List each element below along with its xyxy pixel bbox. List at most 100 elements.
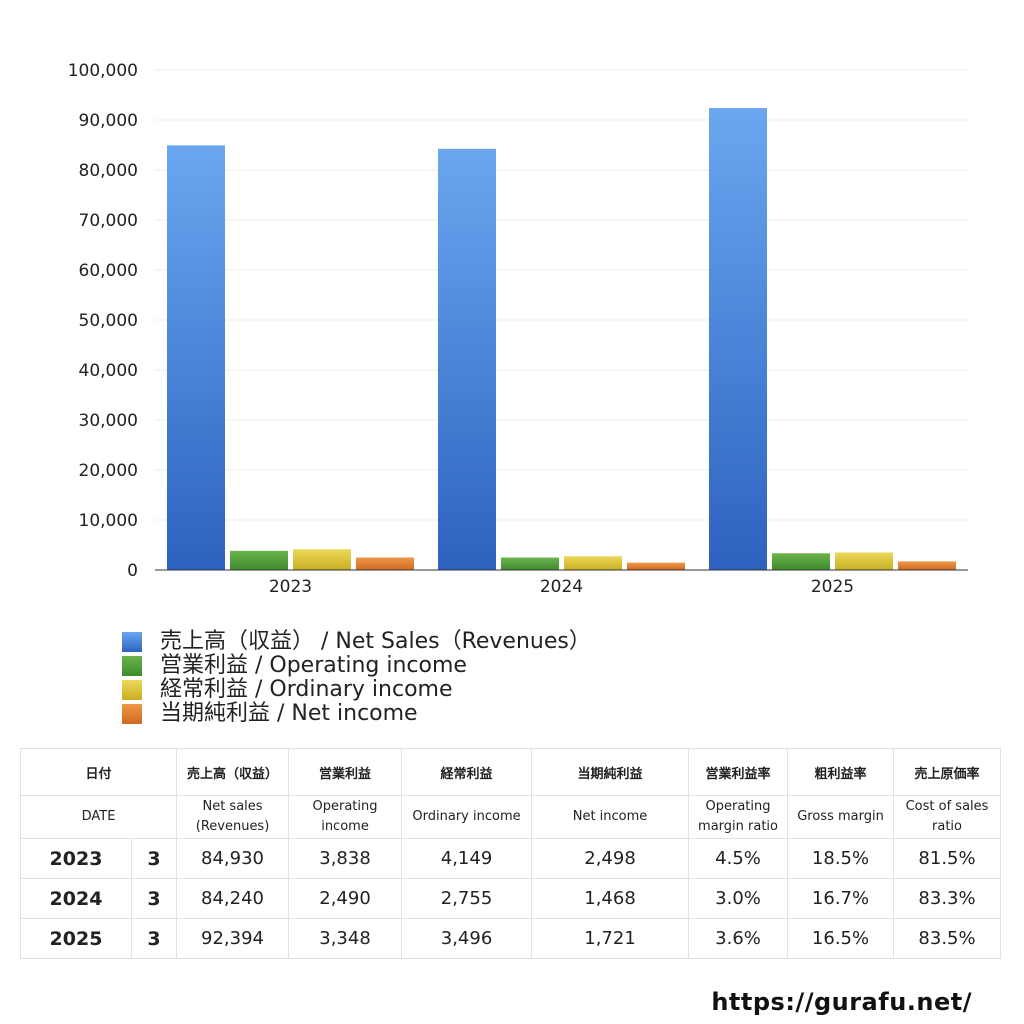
- cell-net-income: 1,468: [531, 878, 690, 919]
- th-date-jp: 日付: [19, 748, 178, 796]
- th-gross-margin-en-l1: Gross margin: [797, 809, 884, 824]
- cell-ordinary-income: 2,755: [401, 878, 533, 919]
- legend-swatch-operating-income: [122, 656, 142, 676]
- th-operating-income-en-l1: Operating: [312, 799, 378, 814]
- cell-cost-ratio: 81.5%: [893, 838, 1002, 879]
- x-category-label: 2023: [269, 577, 312, 597]
- th-net-sales-en-l1: Net sales: [202, 799, 263, 814]
- cell-net-sales: 84,930: [176, 838, 290, 879]
- th-ordinary-income-en: Ordinary income: [401, 795, 533, 839]
- cell-month: 3: [130, 918, 178, 959]
- bar-net-income-2025: [898, 561, 956, 570]
- legend-swatch-net-sales: [122, 632, 142, 652]
- table-row: 2024 3 84,240 2,490 2,755 1,468 3.0% 16.…: [20, 878, 1002, 919]
- bar-ordinary-income-2023: [293, 549, 351, 570]
- site-url: https://gurafu.net/: [711, 988, 972, 1016]
- y-tick-label: 0: [127, 561, 138, 581]
- bar-net-sales-2025: [709, 108, 767, 570]
- y-axis-ticks: 0 10,000 20,000 30,000 40,000 50,000 60,000 70,…: [68, 61, 138, 581]
- bar-operating-income-2024: [501, 557, 559, 570]
- legend-swatch-net-income: [122, 704, 142, 724]
- bar-chart: 0 10,000 20,000 30,000 40,000 50,000 60,000 70,…: [68, 61, 968, 597]
- th-operating-margin-en-l2: margin ratio: [698, 819, 778, 834]
- bar-net-sales-2024: [438, 148, 496, 571]
- cell-ordinary-income: 4,149: [401, 838, 533, 879]
- y-tick-label: 10,000: [79, 511, 138, 531]
- cell-gross-margin: 18.5%: [787, 838, 895, 879]
- legend-label-net-sales: 売上高（収益） / Net Sales（Revenues）: [160, 629, 591, 654]
- th-net-sales-jp: 売上高（収益）: [176, 748, 290, 796]
- legend-item-operating-income: 営業利益 / Operating income: [122, 654, 591, 678]
- th-ordinary-income-jp: 経常利益: [401, 748, 533, 796]
- cell-ordinary-income: 3,496: [401, 918, 533, 959]
- chart-legend: 売上高（収益） / Net Sales（Revenues） 営業利益 / Ope…: [122, 630, 591, 726]
- table-header-en: DATE Net sales (Revenues) Operating income…: [19, 795, 1002, 839]
- bar-operating-income-2023: [230, 550, 288, 570]
- legend-item-net-income: 当期純利益 / Net income: [122, 702, 591, 726]
- cell-operating-margin: 3.6%: [688, 918, 789, 959]
- cell-month: 3: [130, 878, 178, 919]
- y-tick-label: 50,000: [79, 311, 138, 331]
- legend-item-net-sales: 売上高（収益） / Net Sales（Revenues）: [122, 630, 591, 654]
- th-net-sales-en-l2: (Revenues): [195, 819, 270, 834]
- financial-table: 日付 売上高（収益） 営業利益 経常利益 当期純利益 営業利益率 粗利益率 売上…: [19, 748, 1002, 959]
- th-net-income-en: Net income: [531, 795, 690, 839]
- th-operating-income-jp: 営業利益: [288, 748, 403, 796]
- x-category-label: 2025: [811, 577, 854, 597]
- th-date-en-l1: DATE: [81, 809, 116, 824]
- th-cost-ratio-en-l2: ratio: [932, 819, 962, 834]
- table-row: 2025 3 92,394 3,348 3,496 1,721 3.6% 16.…: [20, 918, 1002, 959]
- cell-operating-margin: 3.0%: [688, 878, 789, 919]
- table-row: 2023 3 84,930 3,838 4,149 2,498 4.5% 18.…: [20, 838, 1002, 879]
- y-tick-label: 70,000: [79, 211, 138, 231]
- y-tick-label: 90,000: [79, 111, 138, 131]
- bars: [167, 108, 956, 571]
- th-operating-income-en: Operating income: [288, 795, 403, 839]
- th-gross-margin-en: Gross margin: [787, 795, 895, 839]
- th-operating-margin-jp: 営業利益率: [688, 748, 789, 796]
- th-operating-margin-en: Operating margin ratio: [688, 795, 789, 839]
- th-date-en: DATE: [19, 795, 178, 839]
- bar-ordinary-income-2024: [564, 556, 622, 570]
- th-operating-income-en-l2: income: [321, 819, 369, 834]
- cell-year: 2025: [20, 918, 132, 959]
- legend-item-ordinary-income: 経常利益 / Ordinary income: [122, 678, 591, 702]
- bar-operating-income-2025: [772, 553, 830, 570]
- gridlines: [155, 69, 968, 521]
- th-operating-margin-en-l1: Operating: [705, 799, 771, 814]
- y-tick-label: 40,000: [79, 361, 138, 381]
- cell-cost-ratio: 83.5%: [893, 918, 1002, 959]
- th-net-income-jp: 当期純利益: [531, 748, 690, 796]
- cell-net-sales: 84,240: [176, 878, 290, 919]
- th-cost-ratio-jp: 売上原価率: [893, 748, 1002, 796]
- y-tick-label: 100,000: [68, 61, 138, 81]
- cell-month: 3: [130, 838, 178, 879]
- y-tick-label: 80,000: [79, 161, 138, 181]
- bar-net-sales-2023: [167, 145, 225, 570]
- legend-swatch-ordinary-income: [122, 680, 142, 700]
- bar-ordinary-income-2025: [835, 552, 893, 570]
- cell-year: 2023: [20, 838, 132, 879]
- bar-net-income-2023: [356, 557, 414, 570]
- th-gross-margin-jp: 粗利益率: [787, 748, 895, 796]
- bar-net-income-2024: [627, 562, 685, 570]
- cell-cost-ratio: 83.3%: [893, 878, 1002, 919]
- th-cost-ratio-en-l1: Cost of sales: [905, 799, 989, 814]
- cell-net-sales: 92,394: [176, 918, 290, 959]
- cell-operating-income: 2,490: [288, 878, 403, 919]
- cell-gross-margin: 16.5%: [787, 918, 895, 959]
- table-header-jp: 日付 売上高（収益） 営業利益 経常利益 当期純利益 営業利益率 粗利益率 売上…: [19, 748, 1002, 796]
- y-tick-label: 20,000: [79, 461, 138, 481]
- cell-operating-income: 3,838: [288, 838, 403, 879]
- legend-label-operating-income: 営業利益 / Operating income: [160, 653, 467, 678]
- legend-label-net-income: 当期純利益 / Net income: [160, 701, 418, 726]
- x-axis-categories: 2023 2024 2025: [269, 577, 854, 597]
- cell-operating-margin: 4.5%: [688, 838, 789, 879]
- x-category-label: 2024: [540, 577, 583, 597]
- th-net-income-en-l1: Net income: [572, 809, 648, 824]
- y-tick-label: 60,000: [79, 261, 138, 281]
- cell-net-income: 1,721: [531, 918, 690, 959]
- y-tick-label: 30,000: [79, 411, 138, 431]
- th-ordinary-income-en-l1: Ordinary income: [412, 809, 521, 824]
- th-cost-ratio-en: Cost of sales ratio: [893, 795, 1002, 839]
